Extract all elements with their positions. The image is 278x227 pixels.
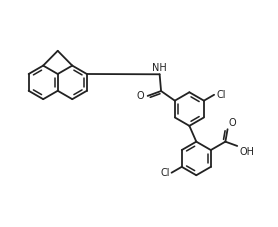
Text: Cl: Cl bbox=[216, 90, 225, 100]
Text: OH: OH bbox=[239, 147, 254, 157]
Text: O: O bbox=[136, 91, 144, 101]
Text: NH: NH bbox=[152, 63, 167, 73]
Text: O: O bbox=[229, 118, 236, 128]
Text: Cl: Cl bbox=[160, 168, 170, 178]
